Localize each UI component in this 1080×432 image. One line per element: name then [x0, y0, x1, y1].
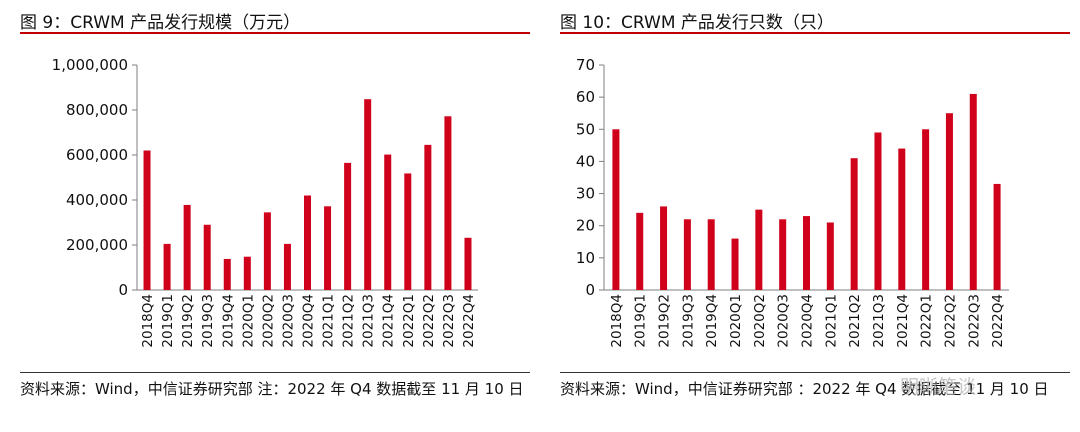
source-note-left: 资料来源：Wind，中信证券研究部 注：2022 年 Q4 数据截至 11 月 … [20, 380, 524, 398]
watermark: 明晰笔谈 [900, 376, 977, 398]
source-rule-left [20, 372, 530, 373]
x-tick-label: 2021Q2 [847, 294, 863, 348]
bar-2022Q4 [464, 237, 472, 290]
bar-2020Q4 [304, 195, 311, 290]
y-tick-label: 60 [576, 88, 595, 106]
x-tick-label: 2020Q3 [280, 294, 296, 348]
x-tick-label: 2020Q2 [752, 294, 768, 348]
x-tick-label: 2020Q3 [776, 294, 792, 348]
bar-2022Q3 [969, 93, 977, 290]
y-tick-label: 70 [576, 56, 595, 74]
x-tick-label: 2022Q1 [401, 294, 417, 348]
title-rule-left [20, 32, 530, 34]
y-tick-label: 600,000 [66, 146, 128, 164]
bar-2022Q1 [404, 173, 412, 290]
bar-2021Q2 [344, 162, 352, 290]
bar-2021Q4 [898, 148, 906, 290]
y-tick-label: 40 [576, 152, 595, 170]
bar-2018Q4 [612, 129, 620, 290]
bar-2020Q4 [803, 216, 810, 290]
y-tick-label: 200,000 [66, 236, 128, 254]
bar-2021Q3 [364, 99, 372, 290]
x-tick-label: 2019Q1 [633, 294, 649, 348]
x-tick-label: 2022Q1 [919, 294, 935, 348]
x-tick-label: 2021Q1 [823, 294, 839, 348]
bar-2022Q2 [945, 113, 953, 290]
x-tick-label: 2019Q3 [200, 294, 216, 348]
bar-2021Q1 [826, 222, 834, 290]
x-tick-label: 2022Q4 [990, 294, 1006, 348]
bar-2019Q3 [683, 219, 691, 290]
x-tick-label: 2019Q2 [180, 294, 196, 348]
chart-title-right: 图 10：CRWM 产品发行只数（只） [560, 13, 834, 33]
x-tick-label: 2021Q3 [871, 294, 887, 348]
bar-2022Q3 [444, 116, 452, 290]
bar-2021Q3 [874, 132, 882, 290]
bar-2021Q4 [384, 154, 392, 290]
x-tick-label: 2020Q1 [240, 294, 256, 348]
x-tick-label: 2021Q3 [361, 294, 377, 348]
y-tick-label: 30 [576, 185, 595, 203]
bar-2022Q1 [922, 129, 930, 290]
bar-2020Q1 [243, 256, 251, 290]
y-tick-label: 50 [576, 120, 595, 138]
y-tick-label: 10 [576, 249, 595, 267]
x-tick-label: 2020Q1 [728, 294, 744, 348]
x-tick-label: 2020Q4 [301, 294, 317, 348]
bar-2020Q2 [755, 209, 763, 290]
y-tick-label: 800,000 [66, 101, 128, 119]
bar-2022Q2 [424, 144, 432, 290]
x-tick-label: 2019Q3 [680, 294, 696, 348]
y-tick-label: 400,000 [66, 191, 128, 209]
x-tick-label: 2021Q1 [321, 294, 337, 348]
x-tick-label: 2020Q2 [260, 294, 276, 348]
bar-2019Q2 [183, 204, 191, 290]
y-tick-label: 0 [585, 281, 595, 299]
x-tick-label: 2021Q2 [341, 294, 357, 348]
bar-2019Q2 [660, 206, 668, 290]
y-tick-label: 0 [118, 281, 128, 299]
x-tick-label: 2019Q1 [160, 294, 176, 348]
source-note-right: 资料来源：Wind，中信证券研究部 ：2022 年 Q4 数据截至 11 月 1… [560, 380, 1049, 398]
bar-2021Q2 [850, 158, 858, 290]
bar-2020Q3 [779, 219, 787, 290]
bar-2018Q4 [143, 150, 151, 290]
bar-2020Q3 [283, 243, 291, 290]
bar-2019Q4 [223, 258, 231, 290]
bar-2020Q2 [263, 212, 271, 290]
bar-2019Q1 [636, 212, 644, 290]
x-tick-label: 2022Q3 [966, 294, 982, 348]
x-tick-label: 2021Q4 [895, 294, 911, 348]
source-rule-right [560, 372, 1070, 373]
bar-2021Q1 [324, 206, 332, 290]
x-tick-label: 2020Q4 [800, 294, 816, 348]
x-tick-label: 2022Q4 [461, 294, 477, 348]
x-tick-label: 2018Q4 [140, 294, 156, 348]
x-tick-label: 2019Q2 [657, 294, 673, 348]
x-tick-label: 2022Q2 [421, 294, 437, 348]
bar-2020Q1 [731, 238, 739, 290]
x-tick-label: 2019Q4 [704, 294, 720, 348]
bar-2022Q4 [993, 183, 1001, 290]
y-tick-label: 1,000,000 [52, 56, 128, 74]
x-tick-label: 2021Q4 [381, 294, 397, 348]
y-tick-label: 20 [576, 217, 595, 235]
title-rule-right [560, 32, 1070, 34]
x-tick-label: 2018Q4 [609, 294, 625, 348]
bar-2019Q3 [203, 224, 211, 290]
bar-2019Q1 [163, 243, 171, 290]
chart-title-left: 图 9：CRWM 产品发行规模（万元） [20, 13, 301, 33]
x-tick-label: 2019Q4 [220, 294, 236, 348]
x-tick-label: 2022Q2 [942, 294, 958, 348]
bar-2019Q4 [707, 219, 715, 290]
x-tick-label: 2022Q3 [441, 294, 457, 348]
